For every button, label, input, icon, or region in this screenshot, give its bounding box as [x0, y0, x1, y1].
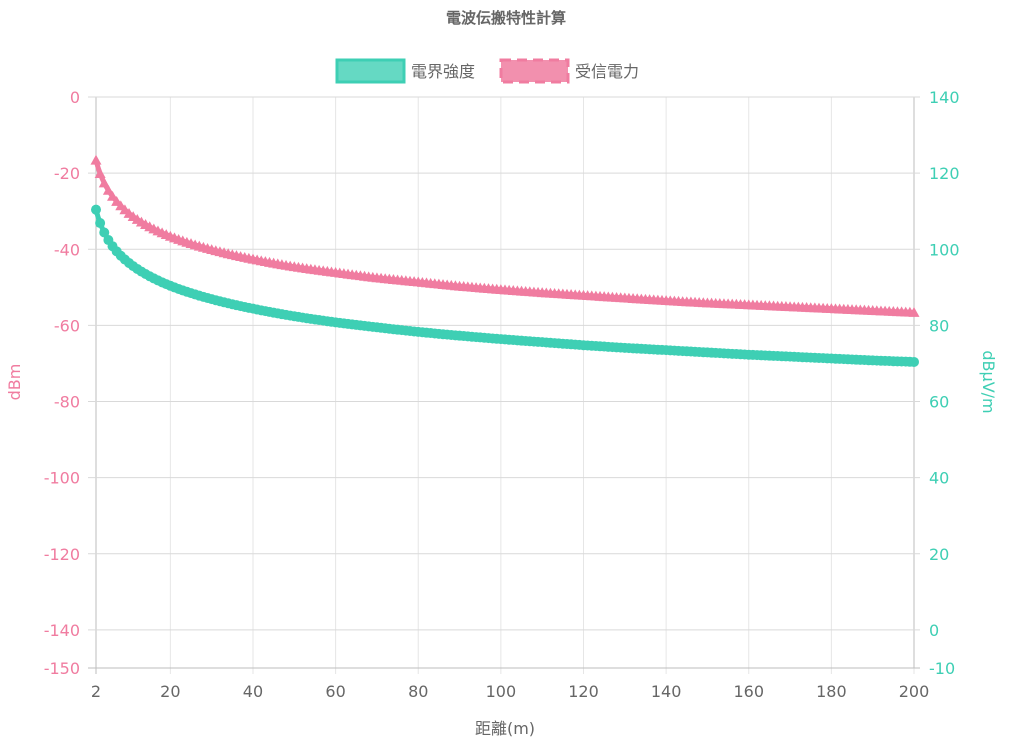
x-tick-label: 160 — [733, 682, 764, 701]
y-left-tick-label: -40 — [54, 240, 80, 259]
data-point — [909, 356, 919, 367]
legend-swatch-received-power — [499, 58, 570, 84]
series-field-strength — [91, 204, 919, 367]
data-point — [90, 154, 102, 165]
y-axis-right-title: dBμV/m — [979, 350, 998, 413]
data-point — [98, 177, 110, 188]
x-tick-label: 40 — [243, 682, 263, 701]
data-point — [107, 190, 119, 201]
data-point — [908, 306, 920, 317]
y-right-tick-label: 120 — [929, 164, 960, 183]
series-received-power — [90, 154, 920, 317]
x-tick-label: 180 — [816, 682, 847, 701]
y-right-tick-label: 140 — [929, 88, 960, 107]
y-axis-left-ticks: 0 -20 -40 -60 -80 -100 -120 -140 -150 — [44, 88, 80, 678]
legend-label-field-strength: 電界強度 — [411, 62, 475, 81]
data-point — [99, 227, 110, 238]
y-axis-left-title: dBm — [5, 364, 24, 401]
x-tick-label: 20 — [160, 682, 180, 701]
y-left-tick-label: -60 — [54, 316, 80, 335]
y-right-tick-label: 40 — [929, 469, 949, 488]
x-tick-label: 200 — [899, 682, 930, 701]
x-axis-ticks: 2 20 40 60 80 100 120 140 160 180 200 — [91, 682, 929, 701]
x-tick-label: 100 — [486, 682, 517, 701]
y-left-tick-label: -120 — [44, 545, 80, 564]
y-right-tick-label: 80 — [929, 316, 949, 335]
y-left-tick-label: -150 — [44, 659, 80, 678]
y-right-tick-label: 0 — [929, 621, 939, 640]
series-layer — [90, 154, 920, 367]
x-tick-label: 120 — [568, 682, 599, 701]
x-tick-label: 60 — [325, 682, 345, 701]
y-left-tick-label: -140 — [44, 621, 80, 640]
y-right-tick-label: 100 — [929, 240, 960, 259]
legend-item-field-strength[interactable]: 電界強度 — [335, 58, 475, 84]
chart-title: 電波伝搬特性計算 — [446, 9, 566, 27]
y-axis-right-ticks: 140 120 100 80 60 40 20 0 -10 — [929, 88, 960, 678]
data-point — [102, 184, 114, 195]
y-right-tick-label: 20 — [929, 545, 949, 564]
data-point — [95, 218, 106, 229]
y-right-tick-label: -10 — [929, 659, 955, 678]
legend[interactable]: 電界強度 受信電力 — [335, 58, 639, 84]
data-point — [91, 204, 101, 215]
x-axis-title: 距離(m) — [475, 719, 535, 738]
y-left-tick-label: -80 — [54, 393, 80, 412]
data-point — [94, 168, 106, 178]
y-left-tick-label: 0 — [70, 88, 80, 107]
legend-item-received-power[interactable]: 受信電力 — [499, 58, 639, 84]
grid — [88, 96, 920, 674]
legend-label-received-power: 受信電力 — [575, 62, 639, 81]
y-right-tick-label: 60 — [929, 393, 949, 412]
y-left-tick-label: -100 — [44, 469, 80, 488]
legend-swatch-field-strength — [335, 58, 406, 84]
x-tick-label: 140 — [651, 682, 682, 701]
x-tick-label: 80 — [408, 682, 428, 701]
y-left-tick-label: -20 — [54, 164, 80, 183]
x-tick-label: 2 — [91, 682, 101, 701]
